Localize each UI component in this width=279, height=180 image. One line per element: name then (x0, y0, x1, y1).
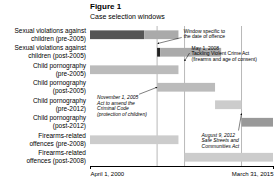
row-label: Child pornography(post-2012) (33, 114, 87, 130)
annotation-line: the date of offence (184, 33, 226, 39)
bar (90, 135, 178, 144)
annotation: May 1, 2008Tackling Violent Crime Act(fi… (192, 45, 258, 62)
row-label: Child pornography(pre-2012) (33, 97, 87, 113)
annotation-line: (firearms and age of consent) (192, 56, 258, 62)
bar (157, 83, 215, 92)
y-tick: Child pornography(pre-2005) (33, 62, 87, 78)
bar (90, 30, 144, 39)
annotation-arrow (239, 114, 242, 131)
bar (215, 100, 241, 109)
plot: April 1, 2000 March 31, 2015 Sexual violat… (14, 2, 274, 177)
annotation-line: (protection of children) (97, 111, 147, 117)
annotation-arrow (185, 53, 190, 61)
row-label-line: Child pornography (33, 97, 87, 105)
y-tick: Firearms-relatedoffences (pre-2008) (29, 132, 86, 148)
annotations: Window specific tothe date of offence May… (96, 28, 257, 149)
x-tick: April 1, 2000 (91, 166, 125, 177)
title: Figure 1 (90, 2, 122, 11)
row-label: Firearms-relatedoffences (post-2008) (27, 149, 87, 165)
annotation: November 1, 2005Act to amend theCriminal… (96, 94, 147, 117)
bar (157, 48, 160, 57)
row-label-line: Child pornography (33, 79, 87, 87)
row-label-line: Sexual violations against (14, 27, 86, 35)
row-label-line: (post-2005) (53, 87, 86, 95)
row-label-line: (pre-2012) (56, 105, 86, 113)
reference-line (157, 26, 158, 166)
bar (144, 30, 178, 39)
annotation: August 9, 2012Safe Streets andCommunitie… (201, 132, 240, 149)
row-label: Sexual violations againstchildren (pre-2… (14, 27, 86, 43)
reference-line (241, 26, 242, 166)
x-tick-mark (273, 166, 274, 169)
y-tick: Child pornography(pre-2012) (33, 97, 87, 113)
x-tick-label: March 31, 2015 (232, 171, 274, 177)
row-label-line: children (post-2005) (28, 52, 86, 60)
annotation-arrow (158, 38, 182, 44)
y-tick: Sexual violations againstchildren (pre-2… (14, 27, 86, 43)
bar (90, 65, 178, 74)
row-label: Child pornography(post-2005) (33, 79, 87, 95)
chart: April 1, 2000 March 31, 2015 Sexual violat… (0, 0, 279, 180)
row-label-line: children (pre-2005) (31, 35, 86, 43)
row-label-line: Firearms-related (38, 149, 86, 156)
y-tick: Child pornography(post-2005) (33, 79, 87, 95)
row-label-line: Firearms-related (38, 132, 86, 139)
subtitle: Case selection windows (90, 13, 165, 20)
row-label-line: (pre-2005) (56, 70, 86, 78)
x-tick: March 31, 2015 (232, 166, 274, 177)
annotation-line: Communities Act (202, 143, 240, 149)
row-label: Firearms-relatedoffences (pre-2008) (29, 132, 86, 148)
bar (185, 153, 273, 162)
y-tick: Firearms-relatedoffences (post-2008) (27, 149, 87, 165)
row-label-line: Child pornography (33, 114, 87, 122)
row-label-line: offences (post-2008) (27, 157, 87, 165)
bar (242, 118, 273, 127)
row-label-line: offences (pre-2008) (29, 140, 86, 148)
row-label: Child pornography(pre-2005) (33, 62, 87, 78)
row-label-line: (post-2012) (53, 122, 86, 130)
row-label: Sexual violations againstchildren (post-… (14, 44, 86, 60)
y-axis: Sexual violations againstchildren (pre-2… (14, 27, 86, 165)
x-tick-label: April 1, 2000 (91, 171, 125, 177)
y-tick: Child pornography(post-2012) (33, 114, 87, 130)
annotation: Window specific tothe date of offence (184, 28, 226, 40)
y-tick: Sexual violations againstchildren (post-… (14, 44, 86, 60)
x-axis: April 1, 2000 March 31, 2015 (91, 166, 275, 177)
marks (90, 26, 273, 166)
annotation-arrow (139, 87, 157, 94)
reference-line (184, 26, 185, 166)
row-label-line: Sexual violations against (14, 44, 86, 52)
x-axis-line (91, 166, 274, 167)
row-label-line: Child pornography (33, 62, 87, 70)
x-tick-mark (90, 166, 91, 169)
